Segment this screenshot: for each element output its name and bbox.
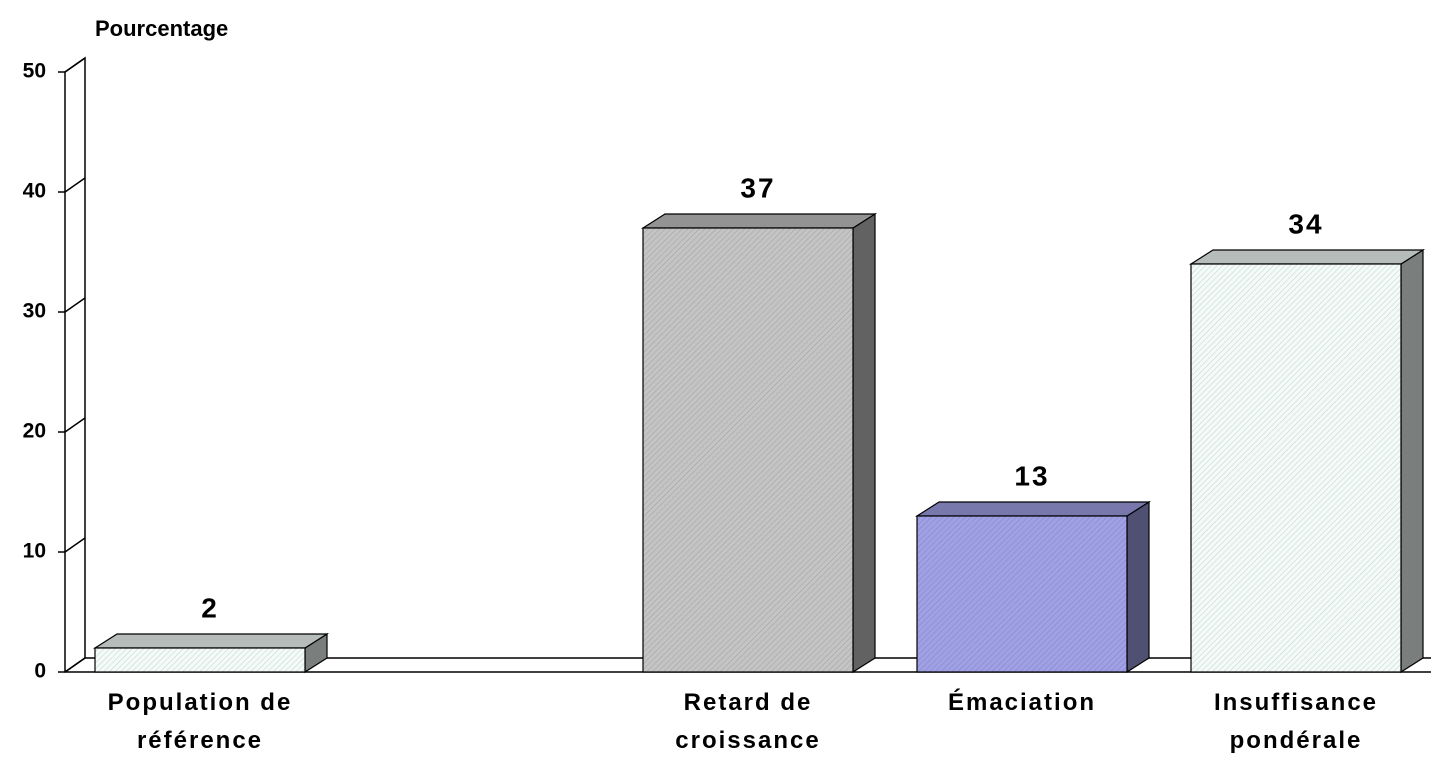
- axis-title: Pourcentage: [95, 16, 228, 41]
- y-tick-label: 30: [23, 300, 46, 323]
- y-tick-label: 50: [23, 60, 46, 83]
- tick-depth: [64, 417, 86, 433]
- tick-depth: [64, 297, 86, 313]
- value-label: 37: [740, 172, 775, 203]
- y-tick-label: 40: [23, 180, 46, 203]
- value-label: 2: [201, 592, 219, 623]
- bar-texture: [95, 648, 305, 672]
- bar-top: [914, 501, 1152, 517]
- value-label: 34: [1288, 208, 1323, 239]
- bar-texture: [917, 516, 1127, 672]
- bar-texture: [643, 228, 853, 672]
- x-tick-label: Population de référence: [107, 689, 293, 754]
- y-tick-label: 0: [34, 660, 46, 683]
- y-tick-label: 10: [23, 540, 46, 563]
- x-tick-label: Retard de croissance: [675, 689, 821, 754]
- tick-depth: [64, 657, 86, 673]
- bar-side: [852, 212, 876, 674]
- x-tick-label: Émaciation: [947, 689, 1097, 716]
- y-tick-label: 20: [23, 420, 46, 443]
- bar-side: [1400, 248, 1424, 674]
- tick-depth: [64, 57, 86, 73]
- x-tick-label: Insuffisance pondérale: [1213, 689, 1379, 754]
- bar-top: [1188, 249, 1426, 265]
- bar-top: [640, 213, 878, 229]
- bar-side: [1126, 500, 1150, 674]
- bar-texture: [1191, 264, 1401, 672]
- value-label: 13: [1014, 460, 1049, 491]
- tick-depth: [64, 537, 86, 553]
- tick-depth: [64, 177, 86, 193]
- bar-top: [92, 633, 330, 649]
